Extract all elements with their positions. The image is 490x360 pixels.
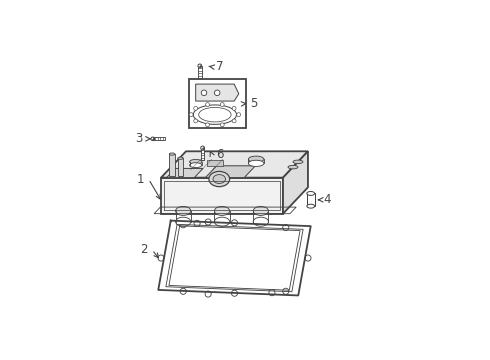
Circle shape xyxy=(194,220,200,226)
Bar xyxy=(189,79,245,128)
Ellipse shape xyxy=(175,217,191,226)
Ellipse shape xyxy=(215,217,230,226)
Text: 2: 2 xyxy=(140,243,147,256)
Ellipse shape xyxy=(248,156,264,162)
Circle shape xyxy=(283,225,289,231)
Circle shape xyxy=(269,290,275,296)
Circle shape xyxy=(205,291,211,297)
Ellipse shape xyxy=(293,160,303,163)
Circle shape xyxy=(205,219,211,225)
Bar xyxy=(307,193,315,206)
Bar xyxy=(178,158,183,176)
Circle shape xyxy=(220,103,224,107)
Text: 5: 5 xyxy=(250,97,257,110)
Circle shape xyxy=(180,222,186,228)
Ellipse shape xyxy=(190,159,202,164)
Circle shape xyxy=(283,288,289,294)
Bar xyxy=(153,137,165,140)
Circle shape xyxy=(201,90,207,96)
Ellipse shape xyxy=(307,192,315,195)
Circle shape xyxy=(220,123,224,127)
Ellipse shape xyxy=(199,107,231,122)
Bar xyxy=(170,154,175,176)
Circle shape xyxy=(201,146,204,150)
Text: 6: 6 xyxy=(216,148,224,161)
Bar xyxy=(201,148,204,161)
Ellipse shape xyxy=(170,153,175,155)
Polygon shape xyxy=(283,151,308,214)
Bar xyxy=(198,66,201,78)
Ellipse shape xyxy=(288,165,298,169)
Polygon shape xyxy=(161,151,308,177)
Circle shape xyxy=(237,113,241,117)
Ellipse shape xyxy=(190,163,202,168)
Circle shape xyxy=(232,119,236,123)
Circle shape xyxy=(180,288,186,294)
Ellipse shape xyxy=(175,206,191,215)
Circle shape xyxy=(158,255,164,261)
Circle shape xyxy=(232,107,236,110)
Circle shape xyxy=(194,119,197,123)
Text: 3: 3 xyxy=(135,132,143,145)
Ellipse shape xyxy=(253,217,269,226)
Ellipse shape xyxy=(253,206,269,215)
Circle shape xyxy=(206,123,210,127)
Text: 1: 1 xyxy=(137,172,144,185)
Polygon shape xyxy=(167,168,203,177)
Ellipse shape xyxy=(215,206,230,215)
Circle shape xyxy=(215,90,220,96)
Polygon shape xyxy=(161,177,283,214)
Circle shape xyxy=(194,107,197,110)
Circle shape xyxy=(198,64,202,68)
Text: 4: 4 xyxy=(323,193,331,206)
Circle shape xyxy=(231,290,238,296)
Circle shape xyxy=(231,220,238,226)
Polygon shape xyxy=(196,84,239,101)
Ellipse shape xyxy=(209,171,230,186)
Circle shape xyxy=(151,137,154,141)
Polygon shape xyxy=(207,160,223,166)
Circle shape xyxy=(206,103,210,107)
Circle shape xyxy=(189,113,193,117)
Circle shape xyxy=(305,255,311,261)
Polygon shape xyxy=(205,166,255,177)
Ellipse shape xyxy=(248,160,264,166)
Text: 7: 7 xyxy=(216,60,224,73)
Ellipse shape xyxy=(178,157,183,159)
Ellipse shape xyxy=(193,105,237,124)
Ellipse shape xyxy=(213,175,225,184)
Ellipse shape xyxy=(307,204,315,208)
